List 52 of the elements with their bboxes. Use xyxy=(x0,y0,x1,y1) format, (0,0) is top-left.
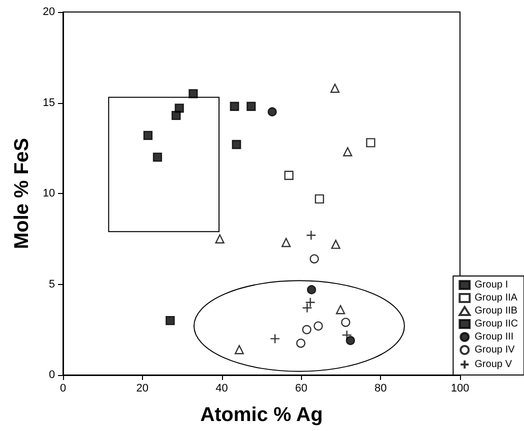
y-tick-label: 5 xyxy=(48,278,55,290)
y-tick-label: 15 xyxy=(42,96,55,109)
point xyxy=(302,302,312,313)
point xyxy=(232,140,242,150)
point xyxy=(314,321,323,331)
point xyxy=(215,234,224,244)
y-tick-label: 0 xyxy=(48,369,55,381)
legend-label: Group IV xyxy=(474,344,515,356)
point xyxy=(230,102,240,111)
y-tick-label: 20 xyxy=(42,6,55,18)
point xyxy=(366,138,376,148)
legend-label: Group III xyxy=(474,332,514,342)
point xyxy=(268,107,277,116)
point xyxy=(284,170,294,180)
x-tick-label: 60 xyxy=(295,382,308,394)
point xyxy=(174,104,184,113)
y-tick-label: 10 xyxy=(42,188,55,200)
point xyxy=(343,147,352,156)
point xyxy=(314,194,324,204)
point xyxy=(330,84,340,93)
point xyxy=(305,297,316,308)
point xyxy=(346,336,356,346)
point xyxy=(341,318,350,327)
point xyxy=(143,130,153,140)
point xyxy=(234,344,244,354)
point xyxy=(331,240,340,249)
y-axis-title: Mole % FeS xyxy=(10,138,33,250)
point xyxy=(282,238,291,248)
x-tick-label: 80 xyxy=(374,382,387,394)
point xyxy=(172,110,181,120)
legend-label: Group IIB xyxy=(474,306,518,316)
point xyxy=(152,152,162,162)
x-axis-title: Atomic % Ag xyxy=(200,404,323,426)
point xyxy=(306,285,316,294)
x-tick-label: 0 xyxy=(60,382,66,394)
point xyxy=(306,230,316,240)
point xyxy=(302,325,312,334)
x-tick-label: 40 xyxy=(216,382,228,394)
point xyxy=(310,254,319,264)
point xyxy=(270,334,280,344)
legend-label: Group V xyxy=(474,359,512,370)
point xyxy=(188,89,198,98)
x-tick-label: 100 xyxy=(450,382,470,394)
point xyxy=(246,102,256,111)
legend-label: Group I xyxy=(474,280,508,290)
x-tick-label: 20 xyxy=(136,382,149,394)
legend-label: Group IIC xyxy=(474,318,518,330)
point xyxy=(296,338,306,348)
point xyxy=(166,316,175,326)
point xyxy=(336,305,346,314)
point xyxy=(342,330,352,340)
legend-label: Group IIA xyxy=(474,292,518,304)
